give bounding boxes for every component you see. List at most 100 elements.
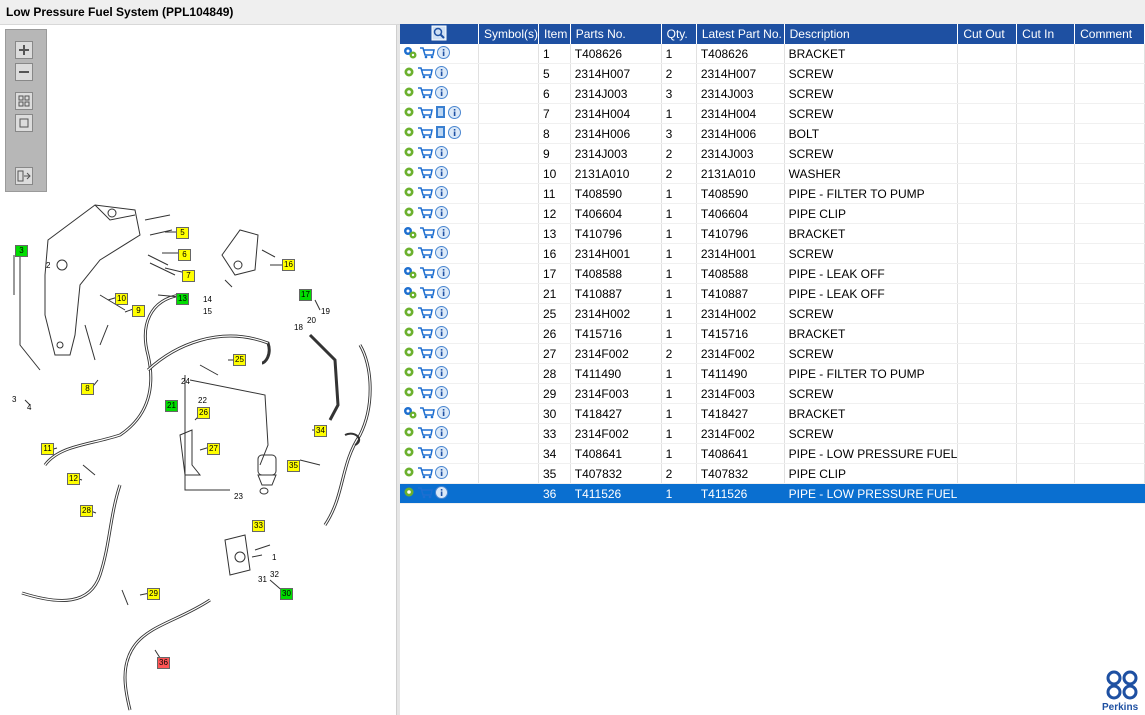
info-icon[interactable] [435, 365, 448, 382]
callout-26[interactable]: 26 [197, 407, 210, 419]
table-row[interactable]: 26 T415716 1 T415716 BRACKET [400, 323, 1145, 344]
callout-7[interactable]: 7 [182, 270, 195, 282]
assembly-icon[interactable] [403, 226, 417, 242]
table-row[interactable]: 25 2314H002 1 2314H002 SCREW [400, 303, 1145, 324]
document-icon[interactable] [435, 105, 446, 122]
callout-3[interactable]: 3 [15, 245, 28, 257]
table-row[interactable]: 29 2314F003 1 2314F003 SCREW [400, 383, 1145, 404]
part-icon[interactable] [403, 306, 415, 321]
callout-11[interactable]: 11 [41, 443, 54, 455]
assembly-icon[interactable] [403, 46, 417, 62]
column-header-parts-no[interactable]: Parts No. [570, 24, 662, 44]
info-icon[interactable] [435, 385, 448, 402]
table-row[interactable]: 28 T411490 1 T411490 PIPE - FILTER TO PUMP [400, 363, 1145, 384]
part-icon[interactable] [403, 166, 415, 181]
column-header-latest-part-no[interactable]: Latest Part No. [696, 24, 785, 44]
table-row[interactable]: 36 T411526 1 T411526 PIPE - LOW PRESSURE FUE… [400, 483, 1145, 504]
callout-17[interactable]: 17 [299, 289, 312, 301]
add-to-cart-icon[interactable] [417, 86, 433, 102]
table-row[interactable]: 12 T406604 1 T406604 PIPE CLIP [400, 203, 1145, 224]
zoom-in-icon[interactable] [15, 41, 33, 59]
callout-16[interactable]: 16 [282, 259, 295, 271]
info-icon[interactable] [435, 245, 448, 262]
column-chooser-icon[interactable] [431, 25, 447, 41]
callout-30[interactable]: 30 [280, 588, 293, 600]
table-row[interactable]: 27 2314F002 2 2314F002 SCREW [400, 343, 1145, 364]
part-icon[interactable] [403, 326, 415, 341]
table-row[interactable]: 34 T408641 1 T408641 PIPE - LOW PRESSURE FUE… [400, 443, 1145, 464]
info-icon[interactable] [435, 325, 448, 342]
part-icon[interactable] [403, 126, 415, 141]
add-to-cart-icon[interactable] [417, 386, 433, 402]
table-row[interactable]: 10 2131A010 2 2131A010 WASHER [400, 163, 1145, 184]
add-to-cart-icon[interactable] [419, 46, 435, 62]
table-row[interactable]: 30 T418427 1 T418427 BRACKET [400, 403, 1145, 424]
add-to-cart-icon[interactable] [417, 486, 433, 502]
add-to-cart-icon[interactable] [417, 246, 433, 262]
assembly-icon[interactable] [403, 266, 417, 282]
info-icon[interactable] [437, 225, 450, 242]
callout-5[interactable]: 5 [176, 227, 189, 239]
add-to-cart-icon[interactable] [419, 286, 435, 302]
table-row[interactable]: 17 T408588 1 T408588 PIPE - LEAK OFF [400, 263, 1145, 284]
add-to-cart-icon[interactable] [417, 166, 433, 182]
callout-13[interactable]: 13 [176, 293, 189, 305]
table-row[interactable]: 33 2314F002 1 2314F002 SCREW [400, 423, 1145, 444]
info-icon[interactable] [448, 125, 461, 142]
pane-splitter[interactable] [396, 25, 400, 715]
part-icon[interactable] [403, 446, 415, 461]
callout-25[interactable]: 25 [233, 354, 246, 366]
document-icon[interactable] [435, 125, 446, 142]
column-header-item[interactable]: Item [538, 24, 571, 44]
add-to-cart-icon[interactable] [417, 426, 433, 442]
exploded-diagram-pane[interactable]: 3 5 6 7 13 10 9 16 17 8 25 21 26 27 34 35 11 12 28 33 30 29 36… [0, 25, 396, 715]
table-row[interactable]: 9 2314J003 2 2314J003 SCREW [400, 143, 1145, 164]
table-row[interactable]: 5 2314H007 2 2314H007 SCREW [400, 63, 1145, 84]
column-header-tools[interactable] [400, 24, 479, 44]
column-header-description[interactable]: Description [784, 24, 959, 44]
add-to-cart-icon[interactable] [417, 146, 433, 162]
callout-34[interactable]: 34 [314, 425, 327, 437]
add-to-cart-icon[interactable] [419, 226, 435, 242]
table-row[interactable]: 7 2314H004 1 2314H004 SCREW [400, 103, 1145, 124]
add-to-cart-icon[interactable] [417, 346, 433, 362]
part-icon[interactable] [403, 486, 415, 501]
part-icon[interactable] [403, 146, 415, 161]
add-to-cart-icon[interactable] [417, 66, 433, 82]
zoom-out-icon[interactable] [15, 63, 33, 81]
part-icon[interactable] [403, 426, 415, 441]
table-row[interactable]: 16 2314H001 1 2314H001 SCREW [400, 243, 1145, 264]
info-icon[interactable] [435, 205, 448, 222]
info-icon[interactable] [437, 45, 450, 62]
part-icon[interactable] [403, 246, 415, 261]
info-icon[interactable] [435, 485, 448, 502]
info-icon[interactable] [435, 145, 448, 162]
add-to-cart-icon[interactable] [417, 186, 433, 202]
part-icon[interactable] [403, 106, 415, 121]
add-to-cart-icon[interactable] [417, 126, 433, 142]
callout-28[interactable]: 28 [80, 505, 93, 517]
table-row[interactable]: 13 T410796 1 T410796 BRACKET [400, 223, 1145, 244]
callout-9[interactable]: 9 [132, 305, 145, 317]
assembly-icon[interactable] [403, 286, 417, 302]
info-icon[interactable] [435, 305, 448, 322]
part-icon[interactable] [403, 366, 415, 381]
part-icon[interactable] [403, 206, 415, 221]
info-icon[interactable] [437, 265, 450, 282]
info-icon[interactable] [435, 165, 448, 182]
info-icon[interactable] [435, 425, 448, 442]
info-icon[interactable] [435, 465, 448, 482]
callout-29[interactable]: 29 [147, 588, 160, 600]
column-header-cut-in[interactable]: Cut In [1016, 24, 1076, 44]
table-row[interactable]: 21 T410887 1 T410887 PIPE - LEAK OFF [400, 283, 1145, 304]
assembly-icon[interactable] [403, 406, 417, 422]
table-row[interactable]: 1 T408626 1 T408626 BRACKET [400, 44, 1145, 64]
add-to-cart-icon[interactable] [417, 306, 433, 322]
info-icon[interactable] [435, 65, 448, 82]
add-to-cart-icon[interactable] [419, 266, 435, 282]
column-header-symbols[interactable]: Symbol(s) [478, 24, 539, 44]
column-header-cut-out[interactable]: Cut Out [957, 24, 1018, 44]
add-to-cart-icon[interactable] [417, 206, 433, 222]
callout-6[interactable]: 6 [178, 249, 191, 261]
add-to-cart-icon[interactable] [417, 326, 433, 342]
